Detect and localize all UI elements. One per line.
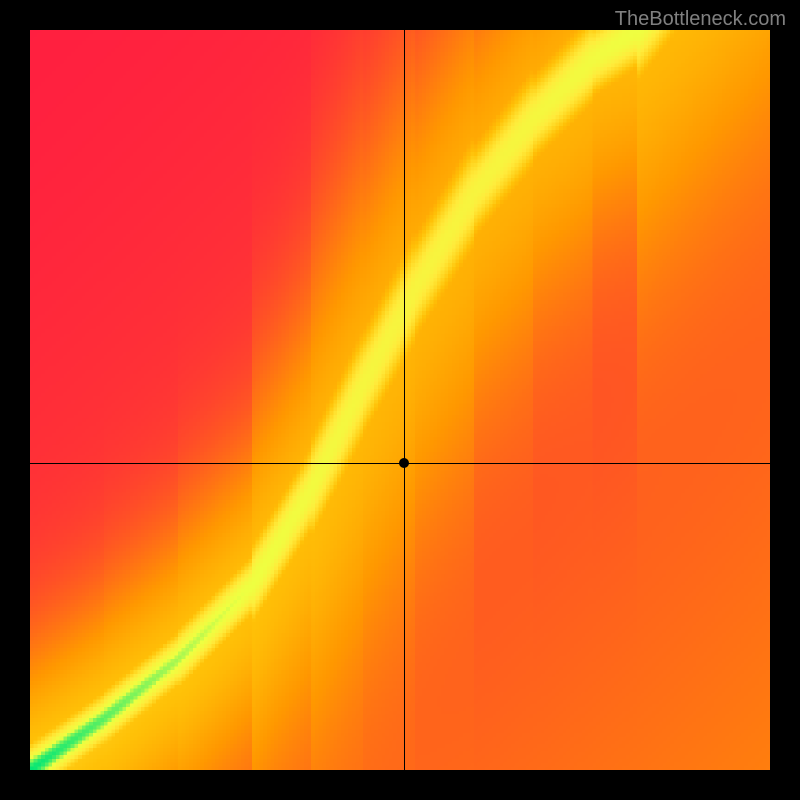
crosshair-vertical bbox=[404, 30, 405, 770]
crosshair-marker bbox=[399, 458, 409, 468]
heatmap-chart bbox=[30, 30, 770, 770]
heatmap-canvas bbox=[30, 30, 770, 770]
watermark-text: TheBottleneck.com bbox=[615, 8, 786, 31]
